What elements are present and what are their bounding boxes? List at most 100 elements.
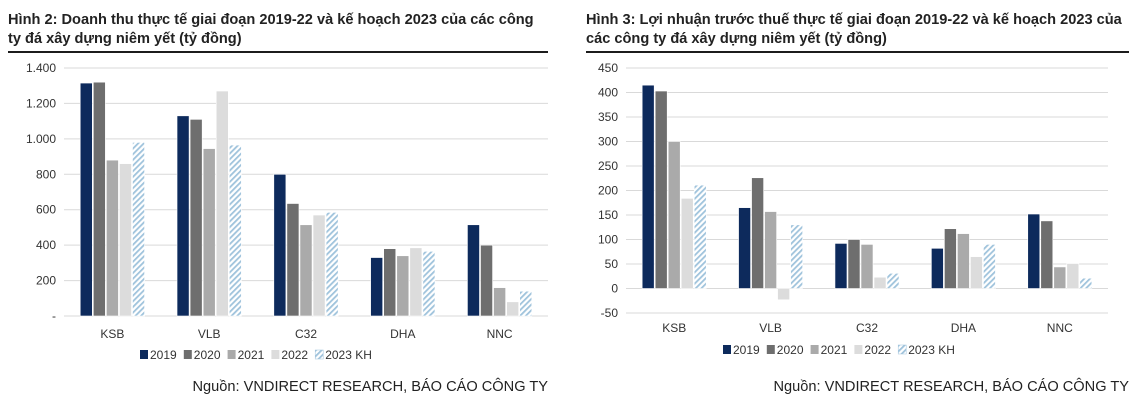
legend-swatch <box>314 349 324 360</box>
y-tick-label: 50 <box>605 257 619 271</box>
legend-label: 2019 <box>150 348 177 362</box>
bar <box>970 256 983 289</box>
bar <box>480 244 493 317</box>
y-tick-label: 400 <box>598 86 618 100</box>
legend-swatch <box>897 344 907 355</box>
source-note: Nguồn: VNDIRECT RESEARCH, BÁO CÁO CÔNG T… <box>192 379 548 395</box>
legend-label: 2022 <box>864 343 891 357</box>
bar <box>79 82 93 317</box>
bar <box>983 244 996 289</box>
revenue-bar-chart: - 200 400 600 800 1.000 1.200 1.400 KSB VLB C32 DHA… <box>26 61 548 362</box>
bar <box>370 257 383 317</box>
title-divider <box>8 51 548 53</box>
chart-title: Hình 3: Lợi nhuận trước thuế thực tế gia… <box>586 12 1122 47</box>
legend-label: 2023 KH <box>908 343 955 357</box>
bar <box>325 212 339 317</box>
legend-swatch <box>271 350 280 359</box>
bar <box>519 290 533 317</box>
bar <box>751 177 764 289</box>
bar <box>229 144 242 317</box>
bar <box>777 288 790 301</box>
bar <box>396 255 410 317</box>
bar <box>957 233 970 289</box>
legend-swatch <box>183 350 192 359</box>
bar <box>286 203 300 317</box>
bar <box>834 243 848 289</box>
bar <box>764 211 777 289</box>
x-tick-label: C32 <box>295 327 317 341</box>
y-tick-label: 100 <box>598 233 618 247</box>
legend-label: 2021 <box>821 343 848 357</box>
legend-swatch <box>854 345 863 354</box>
profit-bar-chart: -50 0 50 100 150 200 250 300 350 400 450 KSB VLB C32 D… <box>598 61 1108 357</box>
bar <box>506 301 520 317</box>
y-tick-label: 1.000 <box>26 132 56 146</box>
legend-label: 2021 <box>238 348 265 362</box>
bar <box>176 115 190 317</box>
bar <box>132 142 145 317</box>
x-tick-label: VLB <box>759 321 782 335</box>
y-tick-label: 1.200 <box>26 96 56 110</box>
chart-title: Hình 2: Doanh thu thực tế giai đoạn 2019… <box>8 12 534 47</box>
x-tick-label: NNC <box>487 327 513 341</box>
x-tick-label: VLB <box>198 327 221 341</box>
bar <box>422 251 436 317</box>
legend-label: 2023 KH <box>325 348 372 362</box>
y-tick-label: 150 <box>598 208 618 222</box>
bar <box>106 159 119 317</box>
bar <box>1040 220 1054 289</box>
bar <box>119 163 132 317</box>
bar <box>409 247 423 317</box>
legend-swatch <box>140 350 148 359</box>
y-tick-label: 200 <box>36 274 56 288</box>
x-tick-label: DHA <box>951 321 976 335</box>
bar <box>944 228 957 289</box>
legend-label: 2020 <box>777 343 804 357</box>
bar <box>931 248 944 289</box>
x-tick-label: KSB <box>100 327 124 341</box>
bar <box>790 224 803 289</box>
legend-label: 2020 <box>194 348 221 362</box>
bar <box>92 81 106 317</box>
bar <box>738 207 751 289</box>
x-tick-label: DHA <box>390 327 415 341</box>
bar <box>215 90 229 317</box>
bar <box>493 287 506 317</box>
y-tick-label: 1.400 <box>26 61 56 75</box>
bar <box>654 90 668 289</box>
profit-chart-panel: Hình 3: Lợi nhuận trước thuế thực tế gia… <box>578 0 1129 408</box>
source-note: Nguồn: VNDIRECT RESEARCH, BÁO CÁO CÔNG T… <box>773 379 1129 395</box>
legend-swatch <box>723 345 731 354</box>
legend-label: 2022 <box>281 348 308 362</box>
revenue-chart-panel: Hình 2: Doanh thu thực tế giai đoạn 2019… <box>0 0 548 408</box>
bar <box>693 184 707 289</box>
bar <box>202 148 216 317</box>
x-tick-label: C32 <box>856 321 878 335</box>
bar <box>1027 213 1041 289</box>
bar <box>299 224 313 317</box>
bar <box>1053 266 1067 289</box>
x-tick-label: NNC <box>1047 321 1073 335</box>
legend-swatch <box>227 350 236 359</box>
y-tick-label: 450 <box>598 61 618 75</box>
bar <box>873 276 887 289</box>
y-tick-label: 250 <box>598 159 618 173</box>
y-tick-label: 400 <box>36 238 56 252</box>
bar <box>467 224 480 317</box>
bar <box>680 198 694 289</box>
legend-label: 2019 <box>733 343 760 357</box>
bar <box>1066 263 1080 289</box>
y-tick-label: 800 <box>36 167 56 181</box>
bar <box>189 119 203 317</box>
y-tick-label: 200 <box>598 184 618 198</box>
y-tick-label: 300 <box>598 135 618 149</box>
title-divider <box>586 51 1129 53</box>
bar <box>312 214 326 317</box>
bar <box>383 248 397 317</box>
bar <box>273 173 287 317</box>
bar <box>667 141 681 289</box>
x-tick-label: KSB <box>662 321 686 335</box>
bar <box>1079 277 1093 289</box>
y-tick-label: 350 <box>598 110 618 124</box>
legend-swatch <box>810 345 819 354</box>
